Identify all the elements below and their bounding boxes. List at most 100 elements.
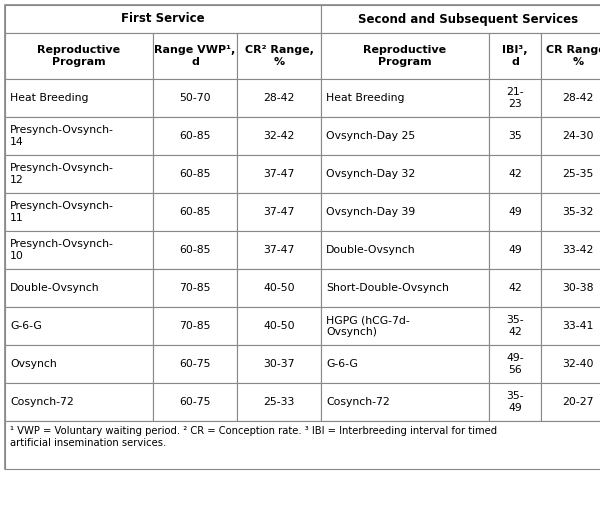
Text: 24-30: 24-30 — [562, 131, 594, 141]
Text: 40-50: 40-50 — [263, 283, 295, 293]
Bar — [541, 383, 600, 421]
Bar — [237, 155, 321, 193]
Bar — [5, 5, 321, 33]
Bar — [321, 231, 489, 269]
Bar — [541, 193, 600, 231]
Bar — [153, 231, 237, 269]
Bar — [237, 307, 321, 345]
Bar — [153, 193, 237, 231]
Text: Presynch-Ovsynch-
11: Presynch-Ovsynch- 11 — [10, 201, 114, 223]
Text: Ovsynch-Day 39: Ovsynch-Day 39 — [326, 207, 415, 217]
Text: HGPG (hCG-7d-
Ovsynch): HGPG (hCG-7d- Ovsynch) — [326, 315, 410, 337]
Text: 35-32: 35-32 — [562, 207, 593, 217]
Text: 60-75: 60-75 — [179, 397, 211, 407]
Text: Double-Ovsynch: Double-Ovsynch — [10, 283, 100, 293]
Text: First Service: First Service — [121, 13, 205, 26]
Text: 20-27: 20-27 — [562, 397, 594, 407]
Bar — [541, 345, 600, 383]
Bar — [5, 307, 153, 345]
Bar — [5, 421, 600, 469]
Text: 37-47: 37-47 — [263, 207, 295, 217]
Bar — [237, 345, 321, 383]
Text: ¹ VWP = Voluntary waiting period. ² CR = Conception rate. ³ IBI = Interbreeding : ¹ VWP = Voluntary waiting period. ² CR =… — [10, 426, 497, 448]
Bar — [489, 383, 541, 421]
Text: 49: 49 — [508, 207, 522, 217]
Text: 25-33: 25-33 — [263, 397, 295, 407]
Bar — [489, 193, 541, 231]
Bar — [237, 383, 321, 421]
Bar — [541, 117, 600, 155]
Text: 30-37: 30-37 — [263, 359, 295, 369]
Bar — [321, 307, 489, 345]
Bar — [489, 269, 541, 307]
Bar — [237, 79, 321, 117]
Bar — [489, 345, 541, 383]
Text: Cosynch-72: Cosynch-72 — [326, 397, 390, 407]
Bar — [541, 79, 600, 117]
Bar — [5, 193, 153, 231]
Bar — [541, 231, 600, 269]
Bar — [153, 117, 237, 155]
Bar — [489, 155, 541, 193]
Text: 60-85: 60-85 — [179, 245, 211, 255]
Bar — [541, 307, 600, 345]
Text: 37-47: 37-47 — [263, 169, 295, 179]
Bar — [5, 117, 153, 155]
Text: 32-40: 32-40 — [562, 359, 594, 369]
Text: CR Range,
%: CR Range, % — [546, 45, 600, 67]
Text: 60-85: 60-85 — [179, 131, 211, 141]
Text: 60-85: 60-85 — [179, 169, 211, 179]
Text: Presynch-Ovsynch-
14: Presynch-Ovsynch- 14 — [10, 125, 114, 147]
Bar — [5, 33, 153, 79]
Text: 50-70: 50-70 — [179, 93, 211, 103]
Text: 32-42: 32-42 — [263, 131, 295, 141]
Bar — [321, 33, 489, 79]
Bar — [541, 155, 600, 193]
Bar — [489, 79, 541, 117]
Bar — [541, 33, 600, 79]
Text: 30-38: 30-38 — [562, 283, 594, 293]
Bar — [153, 155, 237, 193]
Text: G-6-G: G-6-G — [10, 321, 42, 331]
Text: 33-42: 33-42 — [562, 245, 593, 255]
Bar — [5, 345, 153, 383]
Text: 40-50: 40-50 — [263, 321, 295, 331]
Bar — [237, 117, 321, 155]
Text: 21-
23: 21- 23 — [506, 87, 524, 109]
Text: Reproductive
Program: Reproductive Program — [37, 45, 121, 67]
Bar — [489, 231, 541, 269]
Text: 49: 49 — [508, 245, 522, 255]
Text: Reproductive
Program: Reproductive Program — [364, 45, 446, 67]
Text: 25-35: 25-35 — [562, 169, 593, 179]
Bar — [237, 231, 321, 269]
Bar — [541, 269, 600, 307]
Text: Presynch-Ovsynch-
10: Presynch-Ovsynch- 10 — [10, 239, 114, 261]
Text: Heat Breeding: Heat Breeding — [326, 93, 404, 103]
Text: 42: 42 — [508, 169, 522, 179]
Text: Short-Double-Ovsynch: Short-Double-Ovsynch — [326, 283, 449, 293]
Text: IBI³,
d: IBI³, d — [502, 45, 528, 67]
Bar — [321, 193, 489, 231]
Text: 35-
49: 35- 49 — [506, 391, 524, 413]
Text: 60-75: 60-75 — [179, 359, 211, 369]
Bar — [153, 383, 237, 421]
Text: 70-85: 70-85 — [179, 283, 211, 293]
Bar — [153, 307, 237, 345]
Text: 37-47: 37-47 — [263, 245, 295, 255]
Text: 35: 35 — [508, 131, 522, 141]
Text: 42: 42 — [508, 283, 522, 293]
Text: 35-
42: 35- 42 — [506, 315, 524, 337]
Text: CR² Range,
%: CR² Range, % — [245, 45, 313, 67]
Bar — [153, 345, 237, 383]
Bar — [153, 269, 237, 307]
Text: 49-
56: 49- 56 — [506, 353, 524, 375]
Bar — [237, 33, 321, 79]
Text: 70-85: 70-85 — [179, 321, 211, 331]
Bar — [489, 33, 541, 79]
Text: Cosynch-72: Cosynch-72 — [10, 397, 74, 407]
Text: Heat Breeding: Heat Breeding — [10, 93, 89, 103]
Text: 60-85: 60-85 — [179, 207, 211, 217]
Bar — [237, 193, 321, 231]
Text: G-6-G: G-6-G — [326, 359, 358, 369]
Bar — [153, 33, 237, 79]
